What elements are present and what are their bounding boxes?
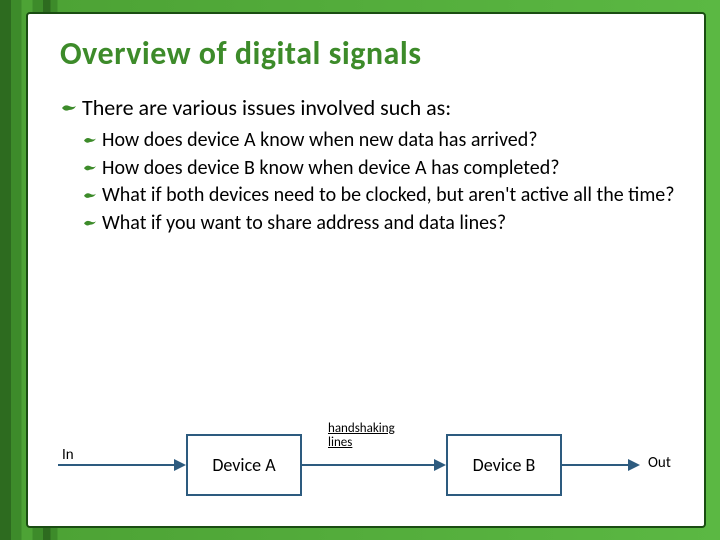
slide-title: Overview of digital signals [60,34,421,73]
main-bullet: There are various issues involved such a… [82,94,682,121]
content-panel: Overview of digital signals There are va… [26,12,706,528]
sub-bullet-item: What if both devices need to be clocked,… [102,183,682,209]
device-a-label: Device A [212,454,275,476]
arrow-b-to-out [562,456,640,474]
device-a-box: Device A [186,434,302,496]
arrow-in-to-a [58,456,186,474]
arrow-a-to-b [302,456,446,474]
device-b-box: Device B [446,434,562,496]
device-b-label: Device B [473,454,536,476]
sub-bullet-item: What if you want to share address and da… [102,211,682,237]
handshaking-label: handshaking lines [328,422,395,451]
sub-bullet-item: How does device B know when device A has… [102,156,682,182]
sub-bullet-item: How does device A know when new data has… [102,128,682,154]
sub-bullet-list: How does device A know when new data has… [102,128,682,238]
out-label: Out [648,454,671,472]
signal-diagram: In Device A handshaking lines Device B O… [28,414,708,524]
